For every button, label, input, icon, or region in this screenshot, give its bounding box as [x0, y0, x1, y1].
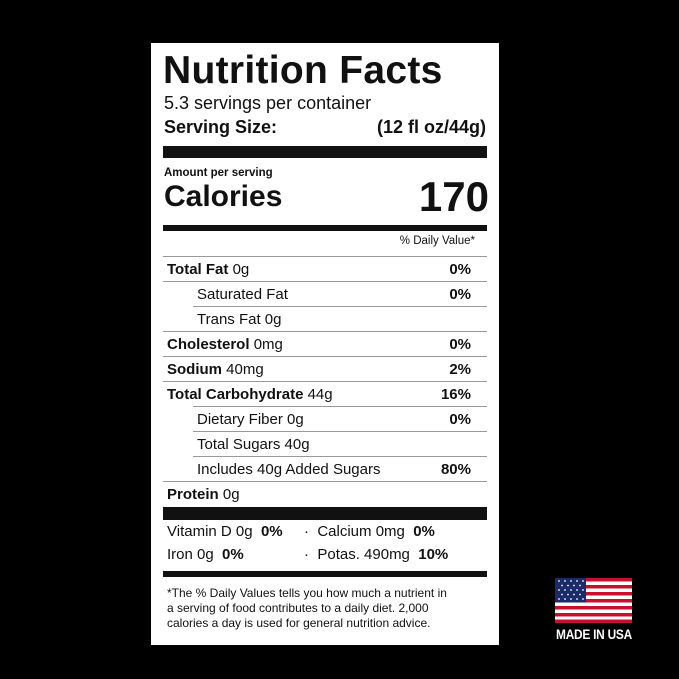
vitamin-d: Vitamin D 0g 0%	[167, 523, 283, 540]
calories-value: 170	[418, 173, 489, 220]
amount-per-serving: Amount per serving	[164, 167, 273, 179]
thick-divider	[163, 507, 487, 520]
nutrient-name: Sodium	[167, 361, 222, 378]
nutrient-dv: 0%	[449, 286, 471, 303]
nutrient-amount: 40mg	[226, 361, 264, 378]
serving-size-value: (12 fl oz/44g)	[376, 117, 486, 137]
calcium: · Calcium 0mg 0%	[304, 523, 435, 540]
us-flag-icon	[555, 578, 632, 623]
nutrient-name: Total Sugars 40g	[197, 436, 310, 453]
serving-size-label: Serving Size:	[164, 117, 278, 137]
nutrient-row-total-sugars: Total Sugars 40g	[193, 431, 487, 456]
nutrient-dv: 16%	[440, 386, 471, 403]
nutrient-name: Includes 40g Added Sugars	[197, 461, 381, 478]
nutrient-dv: 2%	[449, 361, 471, 378]
medium-divider	[163, 571, 487, 577]
nutrient-dv: 0%	[449, 261, 471, 278]
nutrient-amount: 0g	[232, 261, 250, 278]
nutrient-row-trans-fat: Trans Fat 0g	[193, 306, 487, 331]
nutrient-row-total-fat: Total Fat 0g 0%	[163, 256, 487, 281]
nutrient-dv: 80%	[440, 461, 471, 478]
servings-per-container: 5.3 servings per container	[164, 93, 372, 113]
potassium: · Potas. 490mg 10%	[304, 546, 449, 563]
nutrient-name: Cholesterol	[167, 336, 250, 353]
nutrient-name: Saturated Fat	[197, 286, 288, 303]
iron: Iron 0g 0%	[167, 546, 244, 563]
nutrient-dv: 0%	[449, 411, 471, 428]
nutrient-row-protein: Protein 0g	[163, 481, 487, 506]
nutrient-row-dietary-fiber: Dietary Fiber 0g 0%	[193, 406, 487, 431]
nutrient-amount: 0g	[222, 486, 240, 503]
nutrient-row-added-sugars: Includes 40g Added Sugars 80%	[193, 456, 487, 481]
daily-value-header: % Daily Value*	[399, 235, 475, 247]
nutrient-row-sodium: Sodium 40mg 2%	[163, 356, 487, 381]
nutrient-name: Protein	[167, 486, 219, 503]
label-title: Nutrition Facts	[163, 49, 443, 92]
nutrient-name: Total Fat	[167, 261, 229, 278]
nutrient-dv: 0%	[449, 336, 471, 353]
nutrient-amount: 44g	[307, 386, 333, 403]
nutrient-row-cholesterol: Cholesterol 0mg 0%	[163, 331, 487, 356]
nutrient-name: Dietary Fiber 0g	[197, 411, 304, 428]
calories-label: Calories	[164, 180, 283, 213]
nutrient-amount: 0mg	[253, 336, 283, 353]
medium-divider	[163, 225, 487, 231]
footnote: *The % Daily Values tells you how much a…	[167, 586, 447, 630]
nutrient-name: Trans Fat 0g	[197, 311, 282, 328]
made-in-usa-badge: MADE IN USA	[556, 626, 632, 642]
nutrient-row-total-carbohydrate: Total Carbohydrate 44g 16%	[163, 381, 487, 406]
thick-divider	[163, 146, 487, 158]
nutrient-row-saturated-fat: Saturated Fat 0%	[163, 281, 487, 306]
nutrient-name: Total Carbohydrate	[167, 386, 304, 403]
nutrition-label: Nutrition Facts 5.3 servings per contain…	[151, 43, 499, 645]
